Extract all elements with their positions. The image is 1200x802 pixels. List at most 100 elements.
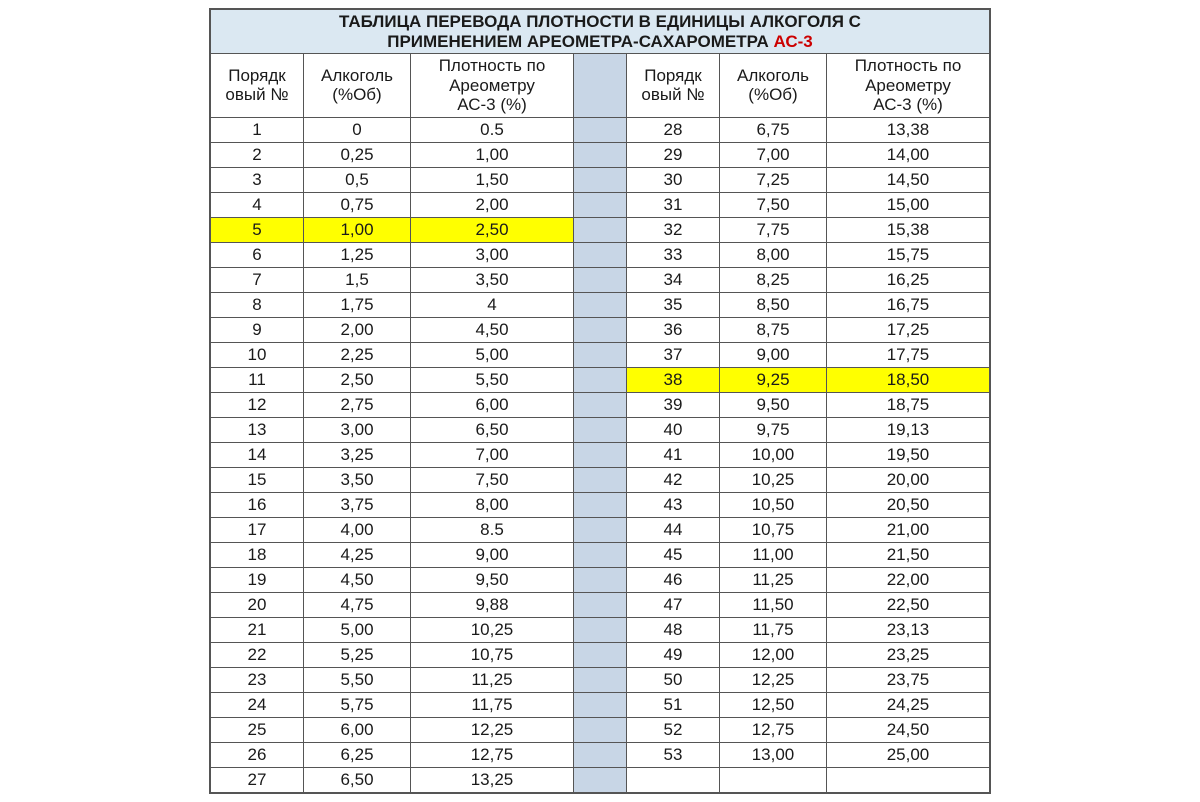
- cell-alc-right: 8,00: [720, 242, 827, 267]
- column-spacer: [574, 592, 627, 617]
- cell-idx-right: 52: [627, 717, 720, 742]
- cell-alc-left: 0,75: [304, 192, 411, 217]
- cell-alc-right: 7,00: [720, 142, 827, 167]
- cell-alc-right: 11,75: [720, 617, 827, 642]
- cell-density-left: 3,00: [411, 242, 574, 267]
- header-alc-left: Алкоголь(%Об): [304, 54, 411, 118]
- cell-alc-left: 5,75: [304, 692, 411, 717]
- cell-density-right: 15,38: [827, 217, 991, 242]
- table-row: 122,756,00399,5018,75: [210, 392, 990, 417]
- header-density-right: Плотность поАреометруАС-3 (%): [827, 54, 991, 118]
- cell-alc-left: 5,00: [304, 617, 411, 642]
- cell-idx-left: 9: [210, 317, 304, 342]
- cell-alc-right: 8,25: [720, 267, 827, 292]
- cell-density-right: 22,00: [827, 567, 991, 592]
- cell-density-left: 10,75: [411, 642, 574, 667]
- table-row: 266,2512,755313,0025,00: [210, 742, 990, 767]
- cell-density-right: 23,75: [827, 667, 991, 692]
- cell-alc-right: 7,25: [720, 167, 827, 192]
- cell-idx-right: 40: [627, 417, 720, 442]
- cell-density-left: 12,25: [411, 717, 574, 742]
- cell-density-left: 9,00: [411, 542, 574, 567]
- column-spacer: [574, 417, 627, 442]
- cell-idx-left: 27: [210, 767, 304, 793]
- title-line2-prefix: ПРИМЕНЕНИЕМ АРЕОМЕТРА-САХАРОМЕТРА: [387, 32, 773, 51]
- table-row: 204,759,884711,5022,50: [210, 592, 990, 617]
- table-row: 61,253,00338,0015,75: [210, 242, 990, 267]
- table-row: 112,505,50389,2518,50: [210, 367, 990, 392]
- cell-alc-left: 4,50: [304, 567, 411, 592]
- cell-density-left: 12,75: [411, 742, 574, 767]
- cell-alc-left: 5,25: [304, 642, 411, 667]
- table-row: 174,008.54410,7521,00: [210, 517, 990, 542]
- cell-alc-left: 3,25: [304, 442, 411, 467]
- table-row: 40,752,00317,5015,00: [210, 192, 990, 217]
- cell-alc-left: 2,00: [304, 317, 411, 342]
- table-row: 184,259,004511,0021,50: [210, 542, 990, 567]
- cell-density-left: 5,50: [411, 367, 574, 392]
- cell-idx-right: 44: [627, 517, 720, 542]
- cell-density-right: 22,50: [827, 592, 991, 617]
- cell-density-right: 23,25: [827, 642, 991, 667]
- cell-alc-right: 9,25: [720, 367, 827, 392]
- cell-density-right: [827, 767, 991, 793]
- column-spacer: [574, 317, 627, 342]
- cell-alc-left: 1,25: [304, 242, 411, 267]
- column-spacer: [574, 142, 627, 167]
- cell-alc-right: 10,00: [720, 442, 827, 467]
- cell-density-left: 6,00: [411, 392, 574, 417]
- cell-density-left: 8,00: [411, 492, 574, 517]
- table-row: 100.5286,7513,38: [210, 117, 990, 142]
- column-spacer: [574, 242, 627, 267]
- table-row: 20,251,00297,0014,00: [210, 142, 990, 167]
- cell-alc-right: 11,25: [720, 567, 827, 592]
- cell-density-left: 9,50: [411, 567, 574, 592]
- cell-alc-right: 12,25: [720, 667, 827, 692]
- column-spacer: [574, 642, 627, 667]
- column-spacer: [574, 267, 627, 292]
- cell-idx-right: 36: [627, 317, 720, 342]
- cell-idx-right: 32: [627, 217, 720, 242]
- table-row: 215,0010,254811,7523,13: [210, 617, 990, 642]
- cell-density-right: 18,75: [827, 392, 991, 417]
- cell-alc-left: 3,00: [304, 417, 411, 442]
- cell-alc-left: 0: [304, 117, 411, 142]
- cell-density-right: 25,00: [827, 742, 991, 767]
- cell-alc-left: 6,00: [304, 717, 411, 742]
- cell-alc-right: 10,25: [720, 467, 827, 492]
- cell-alc-left: 5,50: [304, 667, 411, 692]
- cell-density-right: 19,13: [827, 417, 991, 442]
- cell-density-left: 6,50: [411, 417, 574, 442]
- column-spacer: [574, 617, 627, 642]
- cell-density-right: 24,25: [827, 692, 991, 717]
- cell-density-right: 17,25: [827, 317, 991, 342]
- cell-density-right: 21,00: [827, 517, 991, 542]
- column-spacer: [574, 567, 627, 592]
- cell-density-right: 17,75: [827, 342, 991, 367]
- cell-alc-left: 2,25: [304, 342, 411, 367]
- cell-idx-right: 30: [627, 167, 720, 192]
- cell-alc-right: 13,00: [720, 742, 827, 767]
- cell-alc-left: 1,00: [304, 217, 411, 242]
- cell-idx-right: 28: [627, 117, 720, 142]
- cell-alc-left: 3,75: [304, 492, 411, 517]
- cell-alc-right: 7,75: [720, 217, 827, 242]
- cell-alc-right: 9,75: [720, 417, 827, 442]
- cell-alc-right: 8,50: [720, 292, 827, 317]
- cell-density-right: 24,50: [827, 717, 991, 742]
- cell-idx-left: 10: [210, 342, 304, 367]
- cell-idx-right: 33: [627, 242, 720, 267]
- cell-idx-right: 42: [627, 467, 720, 492]
- cell-idx-left: 2: [210, 142, 304, 167]
- cell-idx-left: 12: [210, 392, 304, 417]
- cell-idx-left: 11: [210, 367, 304, 392]
- cell-density-right: 20,50: [827, 492, 991, 517]
- column-spacer: [574, 167, 627, 192]
- header-idx-left: Порядковый №: [210, 54, 304, 118]
- table-row: 133,006,50409,7519,13: [210, 417, 990, 442]
- cell-idx-left: 20: [210, 592, 304, 617]
- cell-idx-right: 39: [627, 392, 720, 417]
- column-spacer: [574, 292, 627, 317]
- cell-idx-right: 45: [627, 542, 720, 567]
- column-spacer: [574, 192, 627, 217]
